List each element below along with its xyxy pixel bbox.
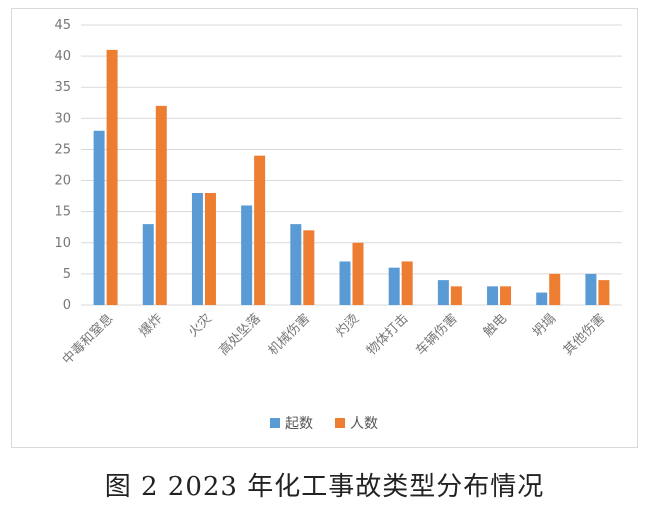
legend-swatch-series1	[270, 418, 280, 428]
x-axis-categories: 中毒和窒息 爆炸 火灾 高处坠落 机械伤害 灼烫 物体打击 车辆伤害 触电 坍塌 其他伤害	[59, 311, 608, 368]
chart-frame: 0 5 10 15 20 25 30 35 40 45 中毒和窒息 爆炸 火灾 高处坠落 机械伤害 灼烫 物体…	[11, 8, 638, 448]
bar-series2	[450, 286, 462, 305]
y-tick-label: 0	[63, 298, 71, 313]
x-category-label: 车辆伤害	[413, 311, 461, 359]
gridlines	[81, 24, 622, 306]
x-category-label: 火灾	[185, 311, 215, 341]
bar-series1	[93, 130, 105, 305]
bar-series1	[437, 280, 449, 305]
y-tick-label: 25	[54, 142, 71, 157]
y-tick-label: 40	[54, 49, 71, 64]
bar-series2	[500, 286, 512, 305]
bar-series1	[339, 261, 351, 305]
bar-series2	[106, 49, 118, 306]
bar-series2	[303, 230, 315, 305]
bar-series2	[254, 155, 266, 305]
bar-series1	[241, 205, 253, 305]
y-tick-label: 35	[54, 80, 71, 95]
x-category-label: 机械伤害	[265, 311, 313, 359]
bar-series2	[401, 261, 413, 305]
x-category-label: 爆炸	[137, 311, 166, 340]
legend-swatch-series2	[335, 418, 345, 428]
x-category-label: 高处坠落	[216, 311, 264, 359]
y-tick-label: 10	[54, 236, 71, 251]
x-category-label: 其他伤害	[560, 311, 608, 359]
bar-series2	[352, 242, 364, 305]
y-tick-label: 15	[54, 205, 71, 220]
figure-caption: 图 2 2023 年化工事故类型分布情况	[104, 472, 545, 502]
bar-series1	[388, 267, 400, 305]
bar-series2	[204, 193, 216, 305]
y-tick-label: 5	[63, 267, 71, 282]
bar-series1	[290, 224, 302, 305]
x-category-label: 触电	[481, 311, 510, 340]
x-category-label: 物体打击	[364, 311, 411, 358]
bar-series1	[536, 292, 548, 305]
x-category-label: 坍塌	[530, 311, 559, 340]
bar-series1	[191, 193, 203, 305]
bar-series1	[142, 224, 154, 305]
legend-label-series2: 人数	[350, 416, 378, 432]
bar-series2	[155, 105, 167, 305]
bar-chart: 0 5 10 15 20 25 30 35 40 45 中毒和窒息 爆炸 火灾 高处坠落 机械伤害 灼烫 物体…	[54, 18, 622, 432]
bars	[93, 49, 610, 306]
bar-series1	[487, 286, 499, 305]
legend: 起数 人数	[270, 416, 378, 432]
y-tick-label: 20	[54, 174, 71, 189]
y-tick-label: 30	[54, 111, 71, 126]
legend-label-series1: 起数	[285, 416, 313, 432]
bar-series1	[585, 273, 597, 305]
y-tick-label: 45	[54, 18, 71, 33]
x-category-label: 灼烫	[333, 311, 362, 340]
bar-series2	[549, 273, 561, 305]
x-category-label: 中毒和窒息	[59, 311, 116, 368]
bar-series2	[598, 280, 610, 305]
y-axis-ticks: 0 5 10 15 20 25 30 35 40 45	[54, 18, 71, 313]
